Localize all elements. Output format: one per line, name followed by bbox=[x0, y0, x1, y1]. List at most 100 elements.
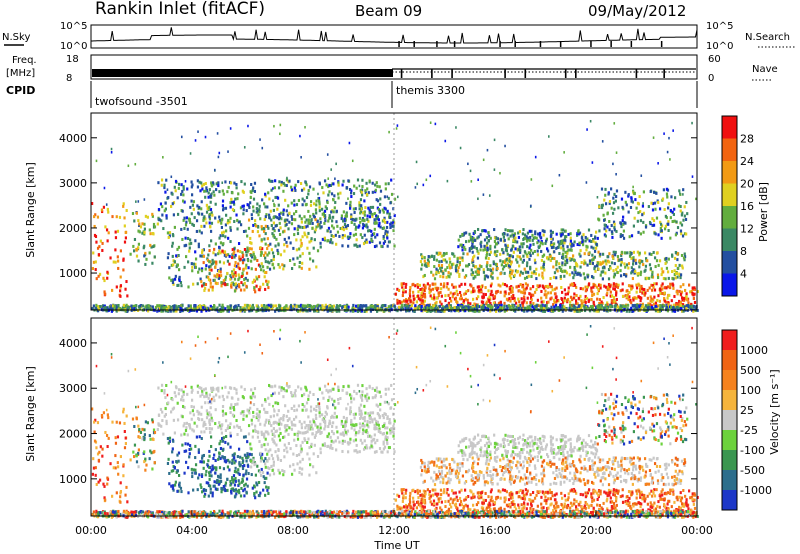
power-cell bbox=[373, 232, 376, 236]
power-cell bbox=[535, 236, 538, 240]
power-cell bbox=[279, 211, 282, 215]
power-cell bbox=[376, 307, 379, 311]
power-cell-sparse bbox=[612, 162, 614, 166]
power-cell bbox=[663, 304, 666, 308]
power-cell bbox=[307, 189, 310, 193]
power-cell bbox=[171, 241, 174, 245]
power-cell bbox=[690, 306, 693, 310]
power-cell bbox=[477, 235, 480, 239]
power-cell-sparse bbox=[589, 119, 592, 123]
velocity-cell bbox=[218, 466, 222, 470]
velocity-cell bbox=[111, 494, 114, 498]
velocity-cell bbox=[115, 420, 118, 424]
power-cell bbox=[564, 263, 567, 267]
velocity-cell bbox=[244, 435, 247, 439]
power-cell bbox=[368, 215, 372, 219]
power-cell bbox=[559, 242, 563, 246]
power-cell bbox=[644, 291, 647, 295]
power-cell bbox=[400, 283, 403, 287]
power-cell bbox=[371, 190, 374, 194]
power-cell bbox=[93, 224, 96, 228]
power-cell bbox=[667, 257, 670, 261]
power-cell bbox=[237, 282, 241, 286]
power-cell bbox=[686, 212, 689, 216]
noise-panel-frame bbox=[90, 24, 698, 49]
power-cell bbox=[550, 240, 553, 244]
power-cell bbox=[641, 305, 644, 309]
power-cell bbox=[144, 214, 148, 218]
power-cell bbox=[539, 235, 542, 239]
power-cell bbox=[578, 252, 581, 256]
power-cell bbox=[679, 306, 683, 310]
power-cell bbox=[588, 306, 591, 310]
power-cell bbox=[219, 274, 223, 278]
velocity-cell bbox=[223, 455, 226, 459]
power-cell bbox=[222, 192, 225, 196]
power-cell bbox=[435, 286, 438, 290]
power-cell bbox=[478, 309, 481, 313]
power-cell bbox=[587, 228, 591, 232]
power-cell bbox=[144, 262, 147, 266]
power-cell bbox=[241, 273, 245, 277]
power-cell bbox=[499, 300, 502, 304]
velocity-cell bbox=[238, 461, 241, 465]
power-cell bbox=[540, 304, 543, 308]
velocity-cell bbox=[213, 453, 216, 457]
power-cell-sparse bbox=[444, 139, 447, 143]
power-cell bbox=[667, 202, 670, 206]
power-cell bbox=[307, 209, 310, 213]
power-cell bbox=[229, 181, 233, 185]
power-cell bbox=[345, 211, 348, 215]
velocity-cell bbox=[96, 452, 100, 456]
power-cell bbox=[312, 212, 315, 216]
power-cell-sparse bbox=[135, 200, 137, 203]
velocity-cell bbox=[207, 459, 210, 463]
power-cell bbox=[319, 217, 322, 221]
power-cell bbox=[151, 212, 154, 216]
power-cell bbox=[92, 304, 95, 308]
power-cell bbox=[147, 304, 150, 308]
power-cell bbox=[634, 258, 637, 262]
power-cell bbox=[505, 297, 509, 301]
power-cell bbox=[98, 272, 102, 276]
power-cell bbox=[307, 218, 310, 222]
power-cell bbox=[555, 267, 558, 271]
velocity-cell bbox=[233, 483, 237, 487]
power-cell bbox=[224, 275, 228, 279]
velocity-cell bbox=[196, 488, 199, 492]
power-cell bbox=[569, 232, 572, 236]
power-cell bbox=[482, 304, 485, 308]
power-cell bbox=[249, 241, 252, 245]
velocity-cell bbox=[122, 474, 125, 478]
velocity-cell bbox=[209, 491, 212, 495]
power-cell bbox=[511, 233, 514, 237]
power-cell bbox=[332, 210, 335, 214]
power-colorbar-tick: 8 bbox=[740, 245, 747, 258]
power-cell bbox=[600, 187, 604, 191]
power-cell bbox=[612, 284, 615, 288]
power-cell bbox=[384, 229, 387, 233]
velocity-cell bbox=[188, 448, 191, 452]
power-cell bbox=[348, 235, 352, 239]
power-cell bbox=[209, 281, 212, 285]
velocity-cell bbox=[117, 472, 120, 476]
velocity-cell bbox=[122, 463, 125, 467]
velocity-cell bbox=[233, 461, 236, 465]
power-cell bbox=[586, 237, 589, 241]
velocity-cell bbox=[262, 475, 265, 479]
power-cell bbox=[237, 242, 241, 246]
power-cell bbox=[217, 309, 221, 313]
velocity-cell bbox=[214, 448, 217, 452]
power-cell bbox=[516, 240, 519, 244]
power-cell bbox=[116, 255, 119, 259]
power-cell bbox=[519, 250, 522, 254]
power-cell bbox=[487, 257, 490, 261]
velocity-scatter-cells bbox=[91, 318, 699, 519]
power-cell bbox=[653, 307, 657, 311]
power-cell bbox=[187, 260, 190, 264]
power-cell bbox=[239, 223, 243, 227]
velocity-cell bbox=[216, 480, 219, 484]
power-cell bbox=[683, 305, 687, 309]
power-cell bbox=[555, 232, 558, 236]
cpid-twofsound: twofsound -3501 bbox=[95, 95, 188, 108]
